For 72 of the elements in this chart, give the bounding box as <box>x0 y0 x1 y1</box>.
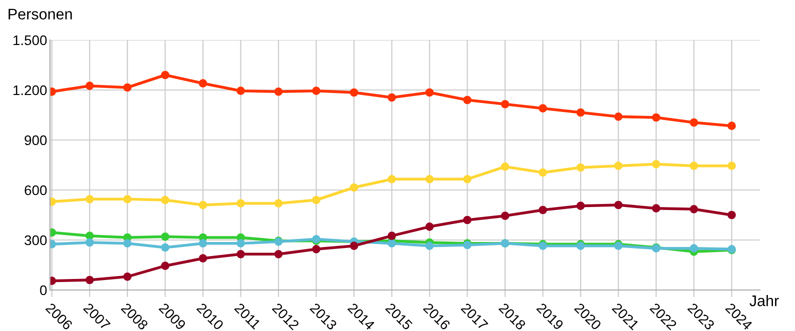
point <box>123 239 132 248</box>
point <box>312 245 320 254</box>
point <box>690 205 698 214</box>
point <box>463 216 472 224</box>
point <box>728 210 736 220</box>
point <box>614 200 623 210</box>
point <box>425 242 434 250</box>
point <box>690 162 698 170</box>
point <box>690 118 698 127</box>
y-tick-label: 1.200 <box>14 85 47 96</box>
point <box>161 70 170 80</box>
point <box>274 199 283 208</box>
point <box>463 175 472 184</box>
point <box>236 199 245 208</box>
x-axis-title: Jahr <box>750 295 779 306</box>
point <box>198 239 208 248</box>
point <box>312 196 320 204</box>
point <box>538 168 548 177</box>
point <box>500 212 510 220</box>
point <box>161 196 170 204</box>
point <box>85 232 94 240</box>
point <box>161 262 170 270</box>
point <box>198 254 208 262</box>
point <box>85 238 94 247</box>
point <box>652 160 660 168</box>
point <box>576 202 585 210</box>
y-axis-title: Personen <box>8 8 72 20</box>
point <box>425 175 434 184</box>
y-tick-label: 600 <box>24 185 47 196</box>
point <box>388 239 396 248</box>
point <box>312 86 320 95</box>
point <box>652 113 660 122</box>
point <box>614 112 623 121</box>
point <box>425 88 434 97</box>
point <box>388 175 396 184</box>
point <box>388 232 396 240</box>
point <box>576 108 585 117</box>
point <box>236 250 245 258</box>
point <box>576 163 585 172</box>
point <box>198 79 208 88</box>
point <box>85 195 94 204</box>
point <box>236 239 245 248</box>
y-tick-label: 0 <box>40 285 47 296</box>
point <box>388 93 396 102</box>
point <box>350 242 358 250</box>
point <box>728 122 736 130</box>
point <box>198 200 208 210</box>
point <box>274 250 283 258</box>
y-tick-label: 1.500 <box>14 35 47 46</box>
point <box>463 96 472 104</box>
point <box>85 276 94 284</box>
point <box>500 100 510 108</box>
point <box>161 243 170 252</box>
point <box>350 183 358 192</box>
y-tick-label: 900 <box>24 135 47 146</box>
point <box>425 222 434 231</box>
point <box>614 162 623 170</box>
point <box>350 88 358 97</box>
point <box>652 204 660 212</box>
point <box>161 232 170 241</box>
point <box>500 162 510 171</box>
point <box>728 162 736 170</box>
point <box>274 88 283 96</box>
y-tick-label: 300 <box>24 235 47 246</box>
point <box>123 272 132 281</box>
point <box>538 206 548 214</box>
point <box>123 83 132 92</box>
point <box>538 104 548 112</box>
point <box>123 195 132 204</box>
point <box>236 86 245 95</box>
point <box>690 244 698 252</box>
point <box>85 82 94 90</box>
